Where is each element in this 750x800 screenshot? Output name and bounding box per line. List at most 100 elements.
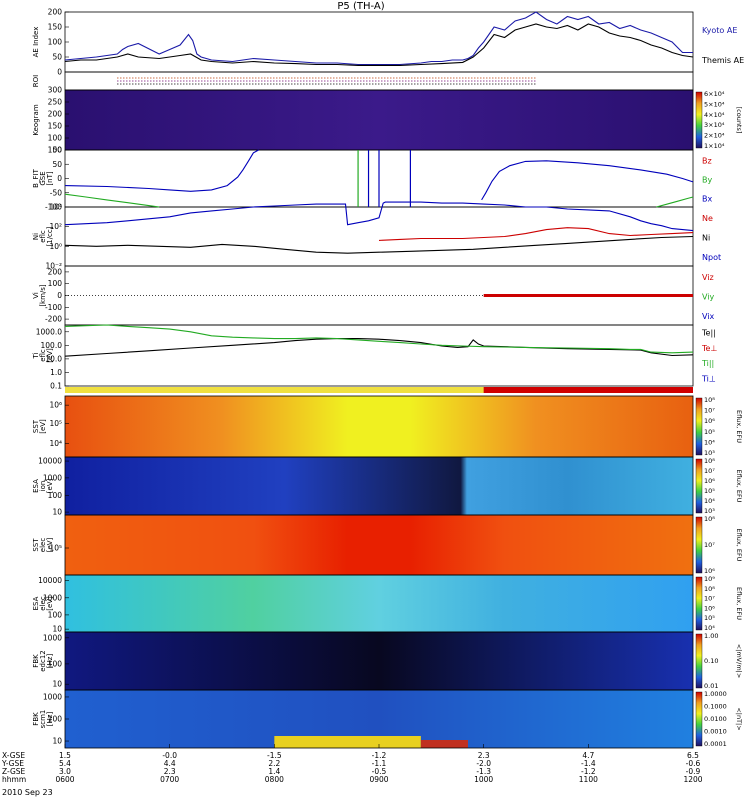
legend-ti: Te|| — [701, 329, 716, 338]
xaxis-tick-label: -0.5 — [372, 767, 387, 776]
ytick-label-vi: -200 — [45, 315, 62, 324]
ytick-label-ti: 0.1 — [50, 382, 62, 391]
colorbar-esa_i — [695, 458, 703, 514]
xaxis-tick-label: 1200 — [683, 775, 702, 784]
ytick-label-keo: 150 — [48, 122, 63, 131]
ytick-label-bfit: -50 — [50, 188, 62, 197]
series-layer — [64, 11, 694, 357]
ytick-label-ae: 200 — [48, 8, 63, 17]
series-bfit-bx — [64, 149, 259, 192]
date-label: 2010 Sep 23 — [2, 788, 53, 797]
ytick-label-keo: 50 — [52, 146, 62, 155]
colorbar-esa_e — [695, 576, 703, 631]
colorbar-label-keo: [counts] — [735, 107, 743, 134]
esa_e-spectrogram — [65, 575, 693, 632]
xaxis-tick-label: 0900 — [369, 775, 388, 784]
colorbar-tick-fbk_e: 1.00 — [704, 632, 718, 640]
background-layer — [65, 90, 693, 748]
ytick-label-ni: 10⁴ — [49, 203, 62, 212]
colorbar-tick-fbk_b: 0.0010 — [704, 728, 727, 736]
colorbar-label-esa_i: Eflux, EFU — [735, 470, 743, 503]
ytick-label-ni: 10² — [49, 222, 62, 231]
xaxis-tick-label: 1100 — [579, 775, 598, 784]
colorbar-sst_i — [695, 397, 703, 456]
ytick-label-bfit: 50 — [52, 160, 62, 169]
colorbar-tick-keo: 6×10⁴ — [704, 90, 725, 98]
ytick-label-keo: 300 — [48, 86, 63, 95]
ytick-label-vi: 100 — [48, 279, 63, 288]
colorbar-label-esa_e: Eflux, EFU — [735, 587, 743, 620]
colorbar-tick-keo: 1×10⁴ — [704, 142, 725, 150]
legend-ni: Ne — [702, 214, 713, 223]
colorbar-tick-keo: 5×10⁴ — [704, 100, 725, 108]
legend-vi: Viz — [702, 273, 714, 282]
series-bfit-bx — [481, 160, 694, 201]
xaxis-tick-label: 3.0 — [59, 767, 71, 776]
ytick-label-bfit: -100 — [45, 203, 62, 212]
colorbar-tick-esa_e: 10⁴ — [704, 624, 715, 632]
colorbar-fbk_e — [695, 633, 703, 689]
esa_i-spectrogram — [65, 457, 693, 515]
ytick-label-ti: 1000.0 — [36, 327, 62, 336]
colorbar-tick-esa_i: 10⁷ — [704, 467, 715, 475]
xaxis-tick-label: 2.2 — [268, 759, 280, 768]
ytick-label-vi: -100 — [45, 303, 62, 312]
ytick-label-esa_i: 1000 — [43, 473, 62, 482]
ytick-label-esa_e: 10 — [52, 625, 62, 634]
panel-frame-ae — [64, 11, 694, 73]
xaxis-tick-label: 0800 — [265, 775, 284, 784]
ytick-label-keo: 250 — [48, 98, 63, 107]
xaxis-tick-label: 0600 — [55, 775, 74, 784]
colorbar-tick-fbk_b: 0.0001 — [704, 740, 727, 748]
ylabel-ae: AE Index — [32, 27, 40, 58]
xaxis-tick-label: 4.4 — [164, 759, 176, 768]
colorbar-tick-esa_i: 10³ — [704, 507, 715, 515]
ytick-label-esa_i: 10 — [52, 508, 62, 517]
colorbar-tick-sst_e: 10⁶ — [704, 567, 715, 575]
chart-title: P5 (TH-A) — [337, 1, 384, 12]
colorbar-tick-fbk_b: 0.1000 — [704, 703, 727, 711]
ytick-label-sst_i: 10⁵ — [49, 419, 62, 428]
ylabel-vi: Vi[km/s] — [32, 284, 47, 307]
sst_i-spectrogram — [65, 396, 693, 457]
colorbar-tick-sst_i: 10⁶ — [704, 417, 715, 425]
colorbar-tick-fbk_b: 1.0000 — [704, 690, 727, 698]
ylabel-ti: Tieflc[eV] — [32, 348, 54, 363]
keo-spectrogram — [65, 90, 693, 150]
colorbar-tick-fbk_e: 0.01 — [704, 682, 718, 690]
series-ae-themisae — [64, 23, 694, 66]
xaxis-row-label: X-GSE — [2, 751, 25, 760]
colorbar-tick-esa_i: 10⁶ — [704, 477, 715, 485]
ytick-label-esa_i: 10000 — [38, 457, 62, 466]
ytick-label-esa_e: 1000 — [43, 593, 62, 602]
colorbar-tick-esa_e: 10⁹ — [704, 575, 715, 583]
xaxis-tick-label: 1.5 — [59, 751, 71, 760]
colorbar-tick-fbk_e: 0.10 — [704, 657, 718, 665]
ytick-label-ae: 150 — [48, 23, 63, 32]
legend-ti: Ti|| — [701, 359, 714, 368]
series-bfit-by — [64, 193, 160, 208]
mode-bar-red — [483, 387, 693, 393]
xaxis-tick-label: -1.2 — [581, 767, 596, 776]
ylabel-fbk_b: FBKscm1[Hz] — [32, 710, 54, 729]
colorbar-tick-sst_i: 10⁸ — [704, 396, 715, 404]
legend-bfit: Bz — [702, 156, 712, 165]
legend-ae: Themis AE — [701, 56, 744, 65]
ytick-label-sst_e: 10⁵ — [49, 544, 62, 553]
ytick-label-sst_i: 10⁶ — [49, 401, 62, 410]
xaxis-tick-label: -1.2 — [372, 751, 387, 760]
series-bfit-by — [656, 196, 694, 208]
colorbar-tick-sst_i: 10⁴ — [704, 438, 715, 446]
colorbar-keo — [695, 91, 703, 149]
xaxis-tick-label: -1.3 — [476, 767, 491, 776]
colorbar-tick-sst_i: 10⁵ — [704, 428, 715, 436]
ytick-label-esa_e: 100 — [48, 610, 63, 619]
ylabel-ni: Nieflc[1/cc] — [32, 226, 54, 246]
fbk-b-low-band-2 — [420, 740, 468, 748]
colorbar-label-sst_e: Eflux, EFU — [735, 529, 743, 562]
ytick-label-sst_i: 10⁴ — [49, 439, 62, 448]
legend-ni: Ni — [702, 233, 710, 242]
xaxis-tick-label: 0700 — [160, 775, 179, 784]
ytick-label-ti: 10.0 — [45, 354, 62, 363]
